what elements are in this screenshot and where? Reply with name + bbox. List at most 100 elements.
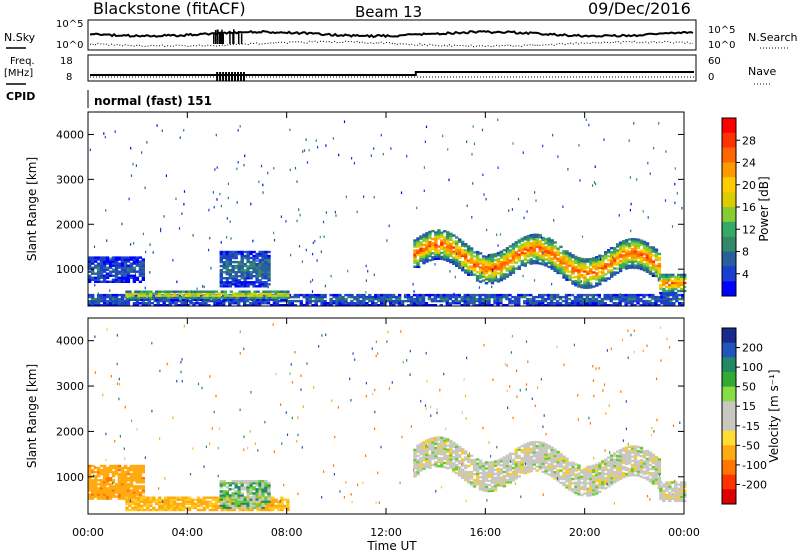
velocity-colorbar: 200 100 50 15 -15 -50 -100 -200 <box>721 327 767 505</box>
x-tick-label: 08:00 <box>271 526 303 539</box>
colorbar-swatch <box>722 357 736 373</box>
nave-right-tick-top: 60 <box>708 56 721 67</box>
colorbar-swatch <box>722 118 736 134</box>
scatter-specks <box>93 323 681 507</box>
x-axis: 00:00 04:00 08:00 12:00 16:00 20:00 00:00 <box>72 112 700 539</box>
colorbar-swatch <box>722 430 736 446</box>
x-tick-label: 12:00 <box>370 526 402 539</box>
colorbar-swatch <box>722 251 736 267</box>
x-tick-label: 00:00 <box>72 526 104 539</box>
freq-left-tick-top: 18 <box>60 56 73 67</box>
search-noise-line <box>89 40 694 48</box>
colorbar-swatch <box>722 416 736 431</box>
colorbar-tick-label: 8 <box>742 246 749 259</box>
y-tick-label: 3000 <box>56 380 84 393</box>
power-heatmap <box>88 118 687 307</box>
y-tick-label: 2000 <box>56 425 84 438</box>
colorbar-swatch <box>722 445 736 461</box>
y-tick-label: 2000 <box>56 218 84 231</box>
colorbar-tick-label: 15 <box>742 400 756 413</box>
colorbar-swatch <box>722 281 736 297</box>
scatter-specks <box>89 118 683 299</box>
colorbar-tick-label: -200 <box>742 478 767 491</box>
colorbar-tick-label: 50 <box>742 381 756 394</box>
noise-right-tick-bottom: 10^0 <box>708 40 735 51</box>
colorbar-swatch <box>722 386 736 402</box>
colorbar-swatch <box>722 328 736 343</box>
heatmap-feature-morning <box>219 480 271 509</box>
power-panel: 4000 3000 2000 1000 Slant Range [km] <box>25 111 687 307</box>
sky-noise-line <box>89 29 694 39</box>
colorbar-swatch <box>722 162 736 178</box>
colorbar-swatch <box>722 489 736 505</box>
power-colorbar: 28 24 20 16 12 8 4 <box>721 117 756 297</box>
noise-right-tick-top: 10^5 <box>708 25 735 36</box>
heatmap-feature-late-near-range <box>659 273 687 295</box>
colorbar-swatch <box>722 221 736 237</box>
noise-left-tick-top: 10^5 <box>56 19 83 30</box>
colorbar-tick-label: 200 <box>742 342 763 355</box>
power-ylabel: Slant Range [km] <box>25 157 39 261</box>
colorbar-tick-label: -50 <box>742 439 760 452</box>
freq-left-tick-bottom: 8 <box>66 72 72 83</box>
heatmap-feature-early-E-region <box>125 290 290 301</box>
nave-label: Nave <box>748 65 776 78</box>
station-title: Blackstone (fitACF) <box>93 0 246 18</box>
colorbar-tick-label: 4 <box>742 268 749 281</box>
colorbar-swatch <box>722 192 736 208</box>
y-tick-label: 4000 <box>56 335 84 348</box>
y-tick-label: 1000 <box>56 471 84 484</box>
freq-label: Freq. <box>10 56 35 67</box>
colorbar-swatch <box>722 207 736 223</box>
heatmap-feature-morning-patch <box>219 250 271 288</box>
y-tick-label: 1000 <box>56 263 84 276</box>
colorbar-tick-label: 100 <box>742 361 763 374</box>
frequency-panel: Freq. [MHz] 18 8 60 0 Nave <box>4 54 776 85</box>
x-tick-label: 16:00 <box>469 526 501 539</box>
velocity-ylabel: Slant Range [km] <box>25 364 39 468</box>
heatmap-feature-F-region-band <box>413 229 662 289</box>
noise-traces <box>89 29 694 48</box>
colorbar-tick-label: 12 <box>742 223 756 236</box>
x-tick-label: 04:00 <box>171 526 203 539</box>
colorbar-tick-label: -100 <box>742 459 767 472</box>
colorbar-frame <box>721 327 737 505</box>
colorbar-tick-label: 24 <box>742 157 756 170</box>
heatmap-feature-dawn <box>88 464 145 500</box>
noise-left-label: N.Sky <box>4 31 36 44</box>
colorbar-swatch <box>722 372 736 387</box>
cpid-value: normal (fast) 151 <box>94 94 212 108</box>
heatmap-feature-F-region-band <box>413 436 662 497</box>
colorbar-tick-label: -15 <box>742 420 760 433</box>
date-title: 09/Dec/2016 <box>588 0 691 18</box>
velocity-heatmap <box>88 323 687 512</box>
cpid-label: CPID <box>6 90 35 103</box>
power-colorbar-label: Power [dB] <box>757 176 771 241</box>
colorbar-tick-label: 16 <box>742 201 756 214</box>
noise-panel: N.Sky 10^5 10^0 10^5 10^0 N.Search <box>4 19 798 51</box>
heatmap-feature-late <box>659 481 687 503</box>
frequency-line <box>90 71 694 76</box>
colorbar-swatch <box>722 474 736 490</box>
velocity-colorbar-label: Velocity [m s⁻¹] <box>767 369 781 462</box>
y-tick-label: 4000 <box>56 128 84 141</box>
colorbar-tick-label: 20 <box>742 179 756 192</box>
frequency-traces <box>90 71 694 81</box>
freq-unit: [MHz] <box>4 68 33 79</box>
colorbar-swatch <box>722 460 736 475</box>
noise-left-tick-bottom: 10^0 <box>56 40 83 51</box>
velocity-panel: 4000 3000 2000 1000 Slant Range [km] <box>25 317 687 515</box>
beam-title: Beam 13 <box>355 3 422 21</box>
colorbar-swatch <box>722 177 736 193</box>
colorbar-tick-label: 28 <box>742 134 756 147</box>
colorbar-swatch <box>722 342 736 358</box>
colorbar-swatch <box>722 401 736 417</box>
x-tick-label: 20:00 <box>569 526 601 539</box>
colorbar-swatch <box>722 236 736 252</box>
colorbar-swatch <box>722 266 736 282</box>
nave-right-tick-bottom: 0 <box>708 72 714 83</box>
x-tick-label: 00:00 <box>668 526 700 539</box>
y-tick-label: 3000 <box>56 173 84 186</box>
noise-right-label: N.Search <box>748 31 798 44</box>
